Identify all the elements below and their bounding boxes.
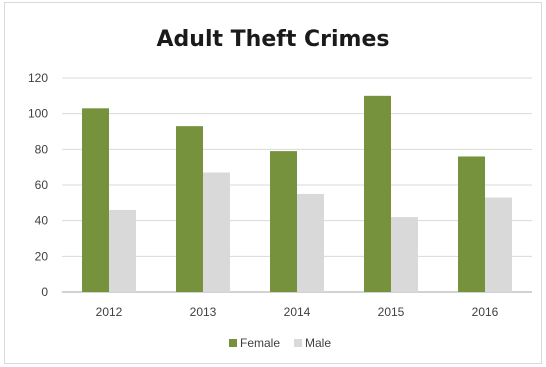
bar-female-2016: [458, 156, 485, 292]
x-tick-label: 2013: [190, 305, 217, 319]
x-axis-ticks: 2012 2013 2014 2015 2016: [96, 305, 499, 319]
x-tick-label: 2016: [472, 305, 499, 319]
y-tick-label: 40: [35, 214, 49, 228]
bar-female-2015: [364, 95, 391, 292]
bars: [82, 95, 512, 293]
y-tick-label: 60: [35, 178, 49, 192]
x-tick-label: 2014: [284, 305, 311, 319]
bar-male-2012: [109, 209, 136, 292]
bar-male-2015: [391, 217, 418, 292]
legend-label-female: Female: [240, 336, 280, 350]
bar-female-2012: [82, 108, 109, 292]
bar-female-2014: [270, 151, 297, 292]
x-tick-label: 2015: [378, 305, 405, 319]
legend-swatch-male: [294, 339, 303, 347]
bar-male-2013: [203, 172, 230, 292]
chart-title: Adult Theft Crimes: [156, 27, 390, 52]
y-tick-label: 20: [35, 249, 49, 263]
bar-male-2016: [485, 197, 512, 292]
legend-swatch-female: [229, 339, 237, 347]
legend-label-male: Male: [305, 336, 331, 350]
y-tick-label: 100: [28, 107, 48, 121]
bar-male-2014: [297, 193, 324, 292]
x-tick-label: 2012: [96, 305, 123, 319]
y-axis-ticks: 0 20 40 60 80 100 120: [28, 71, 48, 299]
bar-female-2013: [176, 126, 203, 293]
y-tick-label: 80: [35, 142, 49, 156]
legend: Female Male: [229, 336, 331, 350]
y-tick-label: 0: [41, 285, 48, 299]
y-tick-label: 120: [28, 71, 48, 85]
